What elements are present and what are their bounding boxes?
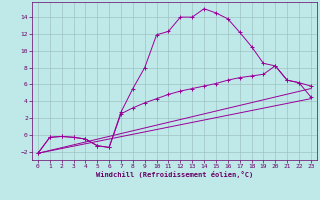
X-axis label: Windchill (Refroidissement éolien,°C): Windchill (Refroidissement éolien,°C) [96,171,253,178]
